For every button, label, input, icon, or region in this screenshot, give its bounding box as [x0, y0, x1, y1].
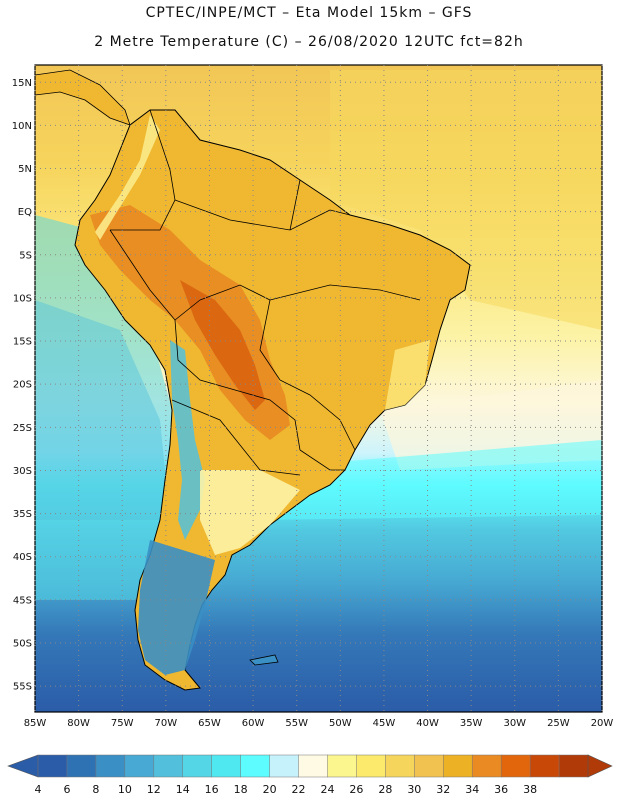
- colorbar-tick-label: 10: [118, 783, 132, 796]
- colorbar-bin: [471, 754, 502, 778]
- latitude-label: 5S: [19, 250, 32, 261]
- atlantic-warm-band: [330, 70, 602, 330]
- falkland-islands: [249, 654, 279, 666]
- colorbar-labels: 4 6 8 10 12 14 16 18 20 22 24 26 28 30 32 34 36 38: [35, 783, 538, 796]
- colorbar-bin: [385, 754, 415, 778]
- colorbar-tick-label: 38: [523, 783, 537, 796]
- colorbar-tick-label: 26: [349, 783, 363, 796]
- latitude-label: 25S: [13, 423, 32, 434]
- longitude-label: 65W: [198, 718, 221, 729]
- latitude-label: 50S: [13, 638, 32, 649]
- colorbar-bin: [327, 754, 357, 778]
- colorbar-bin: [182, 754, 213, 778]
- pampas-mild: [200, 470, 300, 555]
- latitude-label: 55S: [13, 682, 32, 693]
- latitude-label: 30S: [13, 466, 32, 477]
- colorbar-tick-label: 20: [263, 783, 277, 796]
- colorbar-tick-label: 34: [465, 783, 479, 796]
- chart-title-line-1: CPTEC/INPE/MCT – Eta Model 15km – GFS: [145, 5, 473, 21]
- colorbar-bin: [37, 754, 68, 778]
- colorbar-tick-label: 4: [35, 783, 42, 796]
- colorbar-tick-label: 36: [494, 783, 508, 796]
- latitude-label: 10N: [12, 121, 32, 132]
- longitude-label: 55W: [285, 718, 308, 729]
- colorbar-tick-label: 24: [320, 783, 334, 796]
- temperature-map: 15N 10N 5N EQ 5S 10S 15S 20S 25S 30S 35S 40S 45S 50S 5…: [12, 64, 614, 729]
- longitude-label: 45W: [373, 718, 396, 729]
- latitude-label: 10S: [13, 293, 32, 304]
- latitude-label: 5N: [18, 164, 32, 175]
- northern-andes-cool: [95, 115, 160, 240]
- longitude-labels: 85W 80W 75W 70W 65W 60W 55W 50W 45W 40W 35W 30W 25W 2…: [24, 718, 614, 729]
- colorbar-bin: [124, 754, 155, 778]
- colorbar-over-arrow: [587, 754, 613, 778]
- central-andes-cold: [170, 340, 205, 540]
- colorbar-tick-label: 30: [407, 783, 421, 796]
- colorbar: [7, 754, 613, 778]
- map-frame: [34, 64, 603, 713]
- east-coast-mild: [385, 340, 430, 410]
- colorbar-tick-label: 8: [92, 783, 99, 796]
- color-legend: 4 6 8 10 12 14 16 18 20 22 24 26 28 30 32 34 36 38: [7, 754, 613, 796]
- patagonia-cold: [138, 540, 215, 675]
- latitude-label: 40S: [13, 552, 32, 563]
- longitude-label: 40W: [416, 718, 439, 729]
- longitude-label: 75W: [111, 718, 134, 729]
- colorbar-bin: [240, 754, 271, 778]
- hottest-region: [180, 280, 265, 410]
- colorbar-bin: [500, 754, 531, 778]
- colorbar-bin: [529, 754, 560, 778]
- colorbar-tick-label: 6: [63, 783, 70, 796]
- colorbar-tick-label: 22: [292, 783, 306, 796]
- longitude-label: 25W: [547, 718, 570, 729]
- colorbar-under-arrow: [7, 754, 39, 778]
- latitude-label: 20S: [13, 380, 32, 391]
- longitude-label: 80W: [67, 718, 90, 729]
- map-field: [35, 65, 602, 712]
- longitude-label: 50W: [329, 718, 352, 729]
- latitude-labels: 15N 10N 5N EQ 5S 10S 15S 20S 25S 30S 35S 40S 45S 50S 5…: [12, 78, 32, 693]
- pacific-cool-region: [35, 215, 190, 600]
- latitude-label: 15S: [13, 337, 32, 348]
- longitude-label: 70W: [155, 718, 178, 729]
- colorbar-bin: [95, 754, 126, 778]
- chart-title-line-2: 2 Metre Temperature (C) – 26/08/2020 12U…: [94, 34, 524, 50]
- colorbar-bin: [153, 754, 184, 778]
- latitude-label: EQ: [18, 207, 32, 218]
- colorbar-bin: [298, 754, 329, 778]
- country-borders: [109, 109, 421, 476]
- central-america: [35, 69, 131, 126]
- colorbar-tick-label: 18: [234, 783, 248, 796]
- longitude-label: 85W: [24, 718, 47, 729]
- colorbar-bin: [414, 754, 444, 778]
- colorbar-tick-label: 12: [147, 783, 161, 796]
- colorbar-bin: [211, 754, 242, 778]
- pacific-cooler-region: [35, 300, 170, 520]
- longitude-label: 35W: [460, 718, 483, 729]
- colorbar-bin: [66, 754, 97, 778]
- latitude-label: 15N: [12, 78, 32, 89]
- colorbar-bin: [558, 754, 589, 778]
- colorbar-tick-label: 28: [378, 783, 392, 796]
- colorbar-bin: [269, 754, 300, 778]
- longitude-label: 20W: [591, 718, 614, 729]
- colorbar-tick-label: 16: [205, 783, 219, 796]
- longitude-label: 60W: [242, 718, 265, 729]
- atlantic-cool-band: [240, 440, 602, 520]
- colorbar-tick-label: 14: [176, 783, 190, 796]
- latitude-label: 35S: [13, 509, 32, 520]
- colorbar-tick-label: 32: [436, 783, 450, 796]
- colorbar-bin: [356, 754, 386, 778]
- colorbar-bin: [443, 754, 473, 778]
- latitude-label: 45S: [13, 595, 32, 606]
- longitude-label: 30W: [503, 718, 526, 729]
